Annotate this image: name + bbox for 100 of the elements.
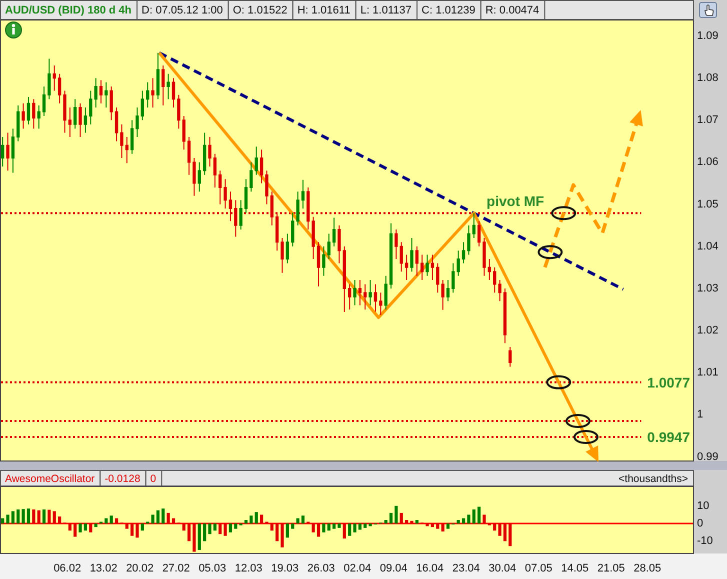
bar [224, 524, 227, 536]
bar [37, 510, 40, 524]
candlestick [114, 107, 118, 142]
candlestick [125, 136, 128, 164]
candlestick [270, 191, 274, 226]
candlestick [130, 120, 134, 154]
bar [400, 512, 403, 524]
bar [446, 524, 450, 529]
x-tick-label: 26.03 [307, 562, 335, 574]
bar [208, 524, 212, 534]
bar [213, 524, 216, 531]
x-tick-label: 02.04 [344, 562, 372, 574]
candlestick [374, 284, 378, 312]
bar [338, 524, 341, 528]
y-tick-label: 0.99 [697, 450, 718, 463]
candlestick [26, 96, 30, 125]
bar [301, 516, 305, 524]
bar [462, 518, 466, 524]
bar [493, 524, 496, 531]
x-tick-label: 27.02 [162, 562, 190, 574]
bar [342, 524, 346, 539]
y-tick-label: 1.06 [697, 156, 718, 168]
candlestick [358, 280, 362, 306]
bar [16, 509, 20, 524]
candlestick [22, 102, 25, 130]
candlestick [404, 254, 408, 281]
bar [136, 524, 139, 538]
bar [280, 524, 284, 548]
y-tick-label: 1.07 [697, 114, 718, 126]
candlestick [192, 158, 196, 196]
x-tick-label: 16.04 [416, 562, 444, 574]
bar [503, 524, 507, 542]
annotation: pivot MF [486, 193, 545, 210]
bar [166, 512, 170, 524]
bar [327, 524, 330, 531]
bar [250, 516, 253, 524]
bar [182, 524, 186, 531]
candlestick [452, 262, 455, 294]
bar [6, 514, 10, 524]
bar [125, 524, 128, 529]
bar [104, 518, 108, 524]
text: O: 1.01522 [232, 4, 288, 16]
text: D: 07.05.12 1:00 [142, 4, 223, 16]
y-tick-label: 1.02 [697, 324, 718, 337]
candlestick [291, 212, 294, 247]
candlestick [166, 73, 170, 100]
candlestick [16, 104, 20, 142]
y-tick-label: 1.03 [697, 282, 718, 294]
y-tick-label: 0 [697, 518, 704, 530]
candlestick [410, 237, 414, 272]
text: 0 [150, 472, 156, 485]
bar [384, 520, 388, 524]
x-tick-label: 14.05 [561, 562, 589, 574]
bar [472, 509, 476, 524]
candlestick [6, 132, 10, 172]
x-tick-label: 28.05 [634, 562, 662, 574]
candlestick [182, 115, 186, 150]
candlestick [162, 64, 165, 106]
bar [52, 511, 56, 524]
bar [353, 524, 356, 532]
candlestick [136, 107, 139, 138]
candlestick [364, 284, 367, 310]
bar [244, 520, 248, 524]
candlestick [265, 170, 268, 205]
bar [156, 510, 160, 524]
chart-title: AUD/USD (BID) 180 d 4h [5, 4, 132, 16]
y-tick-label: 1.09 [697, 30, 718, 42]
x-tick-label: 30.04 [488, 562, 516, 574]
candlestick [462, 242, 466, 264]
bar [441, 524, 444, 532]
candlestick [394, 229, 398, 260]
x-tick-label: 12.03 [234, 562, 262, 574]
bar [1, 518, 4, 524]
bar [270, 524, 274, 531]
candlestick [420, 254, 424, 281]
candlestick [332, 217, 336, 247]
y-tick-label: 10 [697, 500, 710, 512]
candlestick [327, 233, 330, 260]
x-tick-label: 09.04 [380, 562, 408, 574]
candlestick [32, 98, 36, 130]
bar [26, 508, 30, 524]
bar [234, 524, 238, 529]
candlestick [342, 246, 346, 313]
bar [316, 524, 320, 537]
bar [42, 509, 46, 524]
bar [410, 520, 414, 524]
bar [478, 506, 481, 524]
bar [140, 524, 144, 531]
bar [276, 524, 279, 542]
candlestick [177, 94, 180, 130]
candlestick [104, 82, 108, 108]
candlestick [63, 90, 66, 134]
bar [368, 524, 372, 526]
candlestick [78, 102, 82, 138]
bar [172, 518, 176, 524]
candlestick [172, 78, 176, 108]
bar [436, 524, 440, 529]
y-tick-label: 1 [697, 408, 704, 421]
candlestick [151, 78, 154, 108]
x-tick-label: 19.03 [271, 562, 299, 574]
